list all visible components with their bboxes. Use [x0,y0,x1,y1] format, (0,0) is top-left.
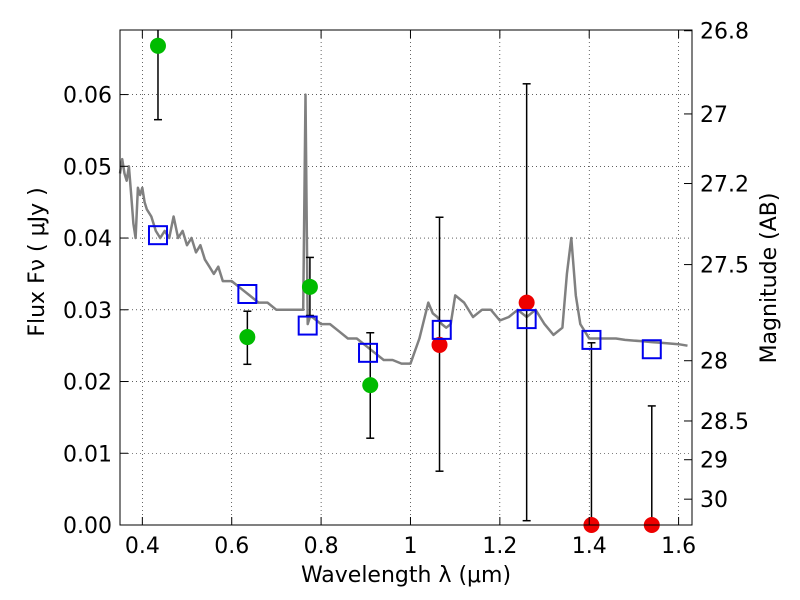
x-tick-label: 1.2 [482,534,517,559]
y2-axis-label: Magnitude (AB) [757,193,782,364]
circle-marker [301,278,318,295]
y-tick-label: 0.06 [63,84,112,109]
data-markers [147,37,662,533]
y2-tick-label: 27.5 [700,254,749,279]
square-marker [297,315,318,336]
y2-tick-label: 26.8 [700,20,749,45]
circle-marker [518,294,535,311]
square-marker [516,309,537,330]
circle-marker [431,336,448,353]
x-tick-label: 0.8 [304,534,339,559]
y-tick-label: 0.05 [63,155,112,180]
y-tick-label: 0.03 [63,299,112,324]
x-tick-label: 1.4 [572,534,607,559]
y-axis-label: Flux Fν ( μJy ) [25,187,50,336]
y2-tick-label: 27.2 [700,173,749,198]
y-tick-label: 0.00 [63,514,112,539]
x-tick-label: 1.6 [661,534,696,559]
y2-tick-label: 29 [700,449,728,474]
square-marker [358,342,379,363]
y2-tick-label: 28.5 [700,410,749,435]
square-marker [237,284,258,304]
x-axis-label: Wavelength λ (μm) [301,563,511,588]
plot-frame [119,29,693,526]
x-tick-label: 0.6 [214,534,249,559]
y-tick-label: 0.01 [63,442,112,467]
y2-tick-label: 28 [700,350,728,375]
grid [120,30,692,525]
y2-tick-label: 27 [700,103,728,128]
y-tick-label: 0.04 [63,227,112,252]
circle-marker [239,329,256,346]
square-marker [431,319,452,340]
spectrum-line [118,93,688,365]
y-tick-label: 0.02 [63,371,112,396]
square-marker [147,225,168,246]
square-marker [581,329,602,350]
axis-ticks: 0.4 0.6 0.8 1 1.2 1.4 1.6 0.00 0.01 0.02 0.03 0.04 0… [63,20,749,559]
error-bars [153,30,656,525]
circle-marker [149,37,166,54]
square-marker [641,339,662,360]
model-spectrum [118,93,688,365]
y2-tick-label: 30 [700,488,728,513]
circle-marker [362,377,379,394]
x-tick-label: 1 [403,534,417,559]
x-tick-label: 0.4 [125,534,160,559]
